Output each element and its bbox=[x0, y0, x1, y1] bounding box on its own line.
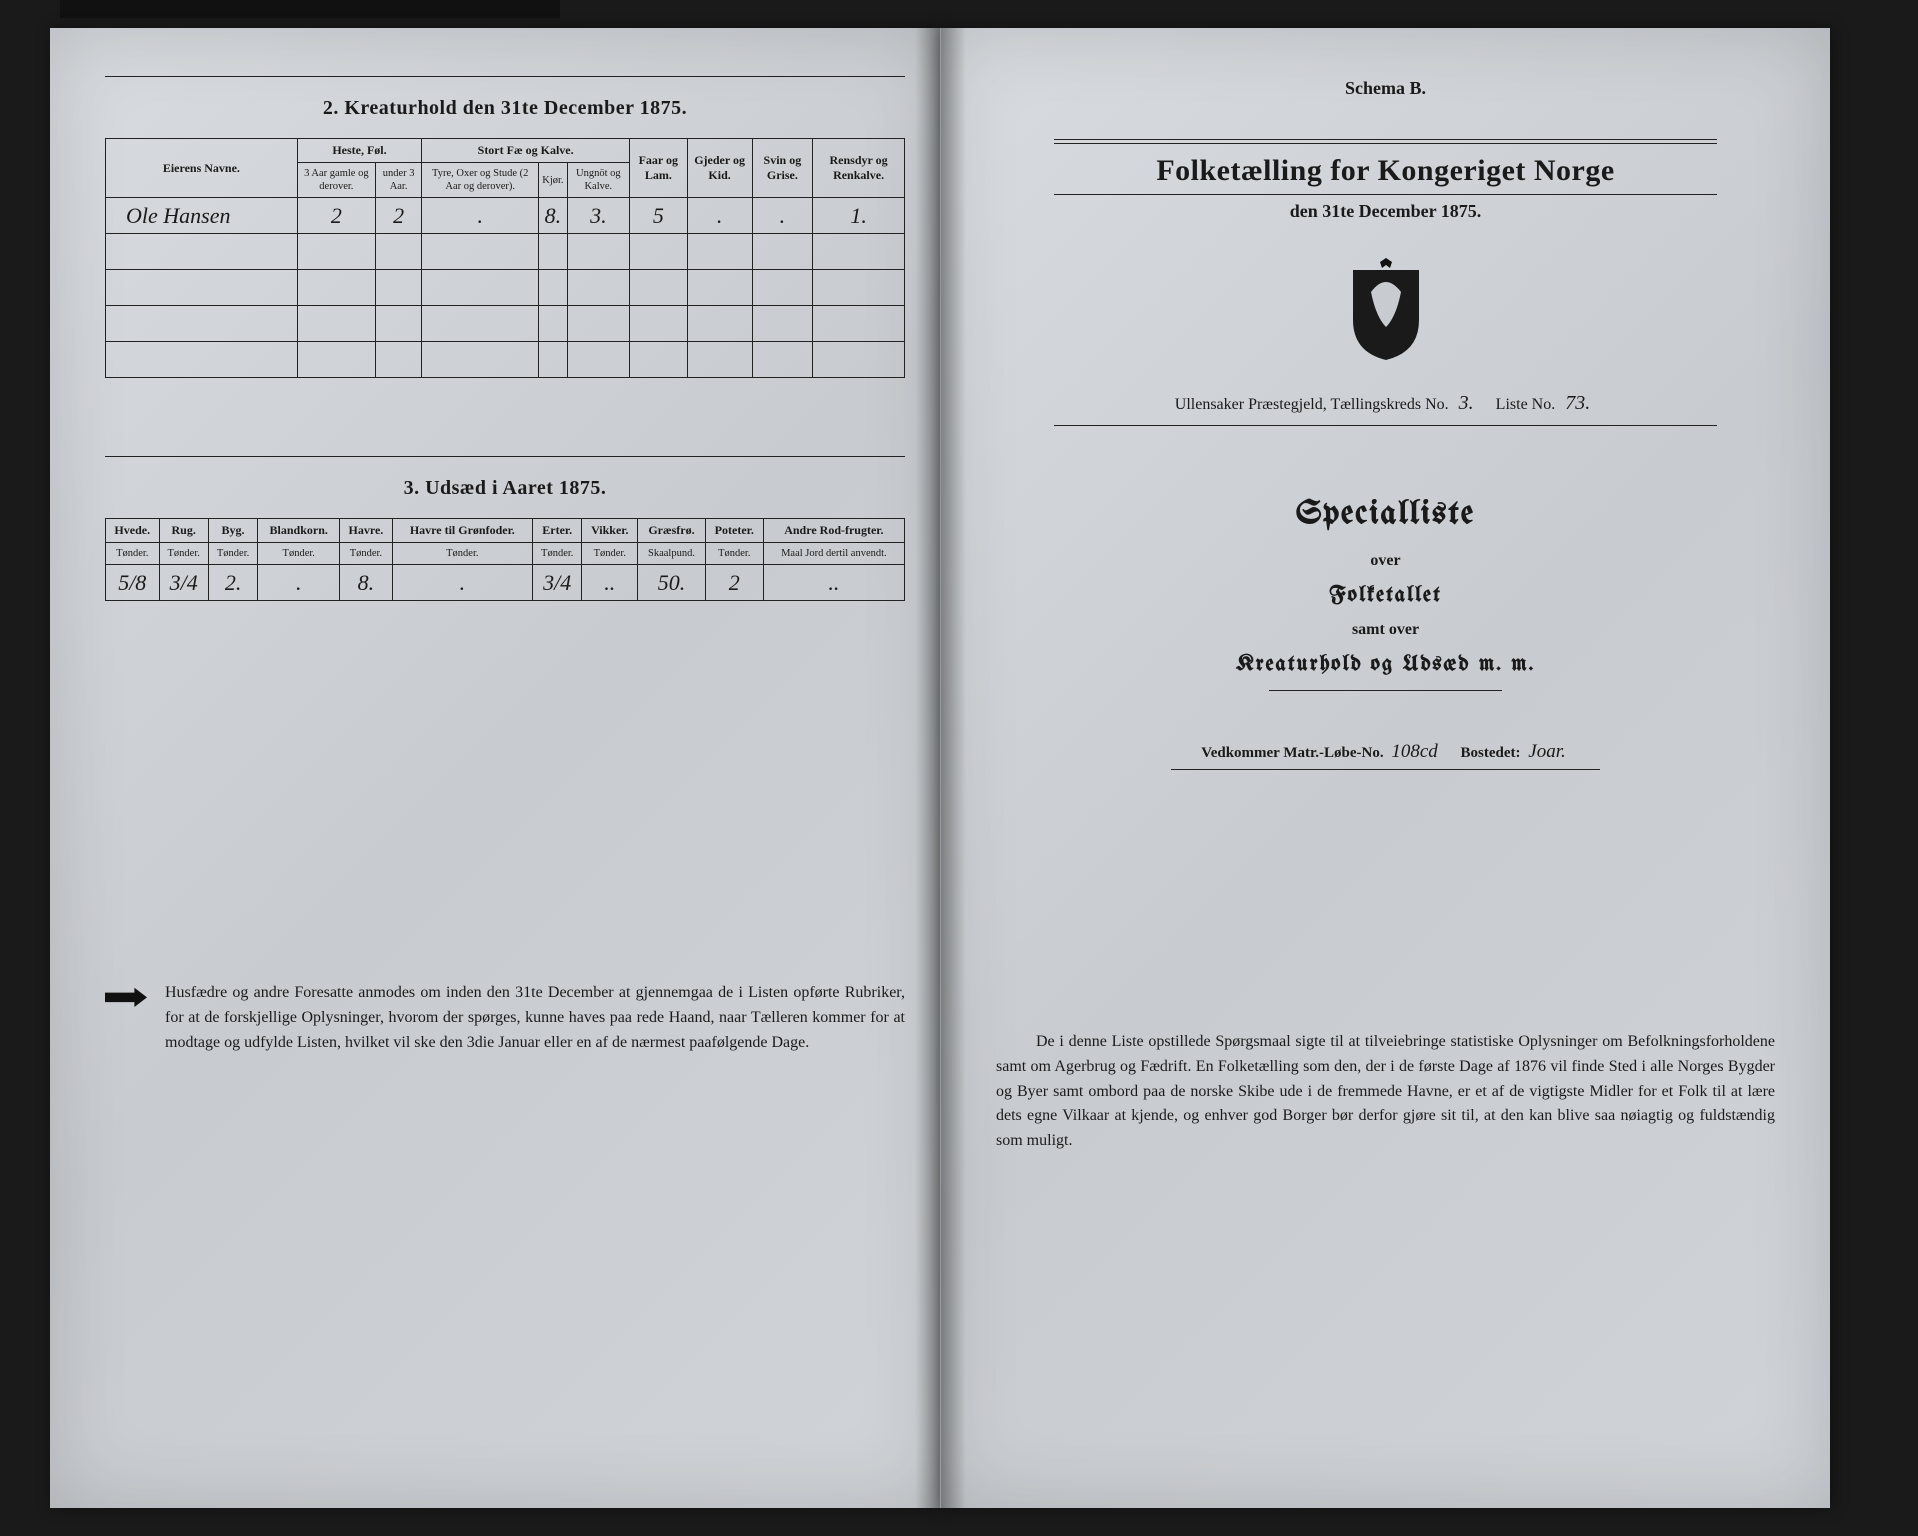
specialliste-heading: Specialliste bbox=[996, 496, 1775, 532]
rule-short bbox=[1269, 690, 1503, 691]
rule-double bbox=[1054, 139, 1716, 144]
samt-label: samt over bbox=[996, 621, 1775, 639]
seed-value: 8. bbox=[340, 565, 392, 601]
seed-col-head: Erter. bbox=[533, 519, 582, 543]
col-ren: Rensdyr og Renkalve. bbox=[813, 139, 905, 198]
seed-value: 5/8 bbox=[106, 565, 160, 601]
col-svin: Svin og Grise. bbox=[752, 139, 812, 198]
seed-col-head: Poteter. bbox=[705, 519, 763, 543]
footnote-block: Husfædre og andre Foresatte anmodes om i… bbox=[105, 981, 905, 1055]
kreaturhold-heading: Kreaturhold og Udsæd m. m. bbox=[996, 653, 1775, 676]
seed-col-head: Havre. bbox=[340, 519, 392, 543]
sub-s2: Kjør. bbox=[539, 163, 567, 198]
district-no: 3. bbox=[1453, 392, 1480, 414]
seed-value: .. bbox=[763, 565, 904, 601]
seed-value: 2. bbox=[208, 565, 257, 601]
group-stor: Stort Fæ og Kalve. bbox=[422, 139, 630, 163]
sub-s3: Ungnöt og Kalve. bbox=[567, 163, 630, 198]
group-heste: Heste, Føl. bbox=[297, 139, 421, 163]
matr-no: 108cd bbox=[1387, 741, 1441, 762]
seed-value: 3/4 bbox=[159, 565, 208, 601]
seed-col-sub: Tønder. bbox=[340, 543, 392, 565]
seed-col-head: Vikker. bbox=[582, 519, 638, 543]
seed-col-sub: Tønder. bbox=[533, 543, 582, 565]
matr-label: Vedkommer Matr.-Løbe-No. bbox=[1201, 745, 1383, 761]
seed-col-sub: Tønder. bbox=[392, 543, 532, 565]
seed-col-sub: Tønder. bbox=[106, 543, 160, 565]
liste-no: 73. bbox=[1559, 392, 1596, 414]
left-page: 2. Kreaturhold den 31te December 1875. E… bbox=[50, 28, 940, 1508]
seed-col-sub: Tønder. bbox=[159, 543, 208, 565]
instruction-paragraph: De i denne Liste opstillede Spørgsmaal s… bbox=[996, 1030, 1775, 1154]
section3-title: 3. Udsæd i Aaret 1875. bbox=[105, 477, 905, 500]
seed-col-head: Rug. bbox=[159, 519, 208, 543]
main-title: Folketælling for Kongeriget Norge bbox=[996, 154, 1775, 188]
seed-col-sub: Tønder. bbox=[705, 543, 763, 565]
folketallet-heading: Folketallet bbox=[996, 584, 1775, 607]
seed-col-head: Byg. bbox=[208, 519, 257, 543]
table-row bbox=[106, 342, 905, 378]
coat-of-arms-icon bbox=[1341, 252, 1431, 362]
sub-h2: under 3 Aar. bbox=[375, 163, 421, 198]
footnote-text: Husfædre og andre Foresatte anmodes om i… bbox=[165, 981, 905, 1055]
seed-value: . bbox=[392, 565, 532, 601]
seed-col-sub: Tønder. bbox=[258, 543, 340, 565]
binding-shadow bbox=[915, 28, 940, 1508]
top-clip-shadow bbox=[60, 0, 560, 18]
pointing-hand-icon bbox=[105, 985, 147, 1009]
census-date: den 31te December 1875. bbox=[996, 201, 1775, 222]
sub-s1: Tyre, Oxer og Stude (2 Aar og derover). bbox=[422, 163, 539, 198]
sub-h1: 3 Aar gamle og derover. bbox=[297, 163, 375, 198]
seed-col-head: Andre Rod-frugter. bbox=[763, 519, 904, 543]
col-faar: Faar og Lam. bbox=[630, 139, 687, 198]
rule-short bbox=[1171, 769, 1599, 770]
seed-col-sub: Maal Jord dertil anvendt. bbox=[763, 543, 904, 565]
enumeration-line: Ullensaker Præstegjeld, Tællingskreds No… bbox=[996, 392, 1775, 415]
seed-value: 50. bbox=[638, 565, 706, 601]
seed-col-head: Havre til Grønfoder. bbox=[392, 519, 532, 543]
seed-value: . bbox=[258, 565, 340, 601]
seed-col-sub: Skaalpund. bbox=[638, 543, 706, 565]
schema-label: Schema B. bbox=[996, 78, 1775, 99]
binding-shadow bbox=[941, 28, 966, 1508]
table-row: Ole Hansen 2 2 . 8. 3. 5 . . 1. bbox=[106, 198, 905, 234]
seed-table: Hvede.Rug.Byg.Blandkorn.Havre.Havre til … bbox=[105, 518, 905, 601]
rule-thin bbox=[1054, 425, 1716, 426]
table-row bbox=[106, 306, 905, 342]
owner-name: Ole Hansen bbox=[106, 198, 298, 234]
liste-label: Liste No. bbox=[1496, 396, 1556, 413]
right-page: Schema B. Folketælling for Kongeriget No… bbox=[940, 28, 1830, 1508]
seed-col-sub: Tønder. bbox=[208, 543, 257, 565]
seed-col-sub: Tønder. bbox=[582, 543, 638, 565]
seed-col-head: Blandkorn. bbox=[258, 519, 340, 543]
seed-value: .. bbox=[582, 565, 638, 601]
parish-label: Ullensaker Præstegjeld, Tællingskreds No… bbox=[1175, 396, 1449, 413]
col-gjed: Gjeder og Kid. bbox=[687, 139, 752, 198]
bosted-value: Joar. bbox=[1524, 741, 1569, 762]
table-row bbox=[106, 234, 905, 270]
seed-col-head: Hvede. bbox=[106, 519, 160, 543]
seed-value: 3/4 bbox=[533, 565, 582, 601]
over-label: over bbox=[996, 552, 1775, 570]
section2-title: 2. Kreaturhold den 31te December 1875. bbox=[105, 97, 905, 120]
scan-background: 2. Kreaturhold den 31te December 1875. E… bbox=[0, 0, 1918, 1536]
table-row bbox=[106, 270, 905, 306]
seed-value: 2 bbox=[705, 565, 763, 601]
livestock-table: Eierens Navne. Heste, Føl. Stort Fæ og K… bbox=[105, 138, 905, 378]
seed-col-head: Græsfrø. bbox=[638, 519, 706, 543]
bosted-label: Bostedet: bbox=[1461, 745, 1521, 761]
col-owner: Eierens Navne. bbox=[106, 139, 298, 198]
matrikel-line: Vedkommer Matr.-Løbe-No. 108cd Bostedet:… bbox=[996, 741, 1775, 763]
